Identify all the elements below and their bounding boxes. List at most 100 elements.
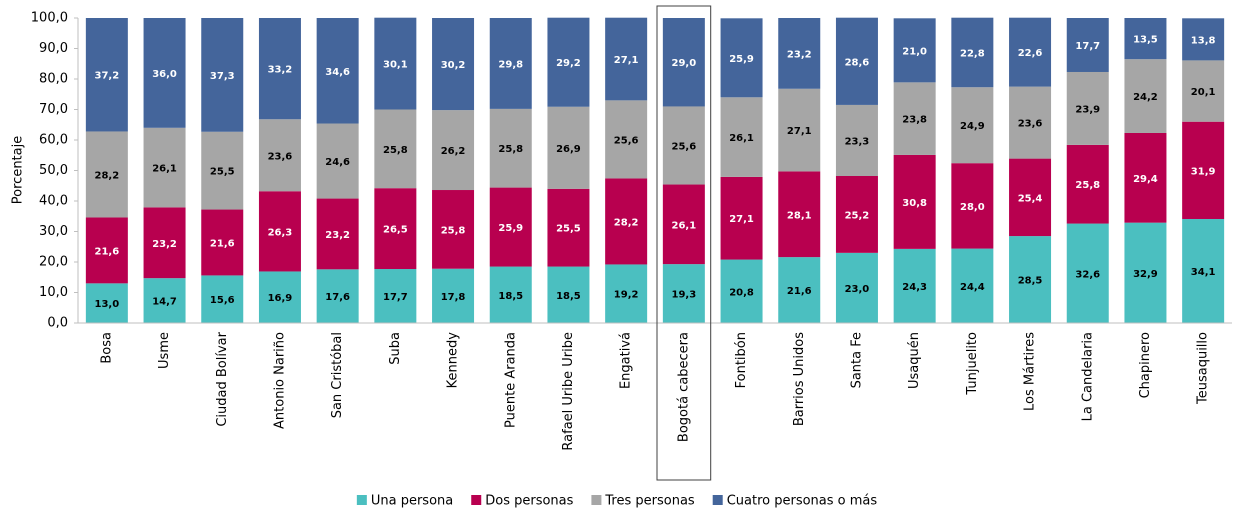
value-label: 16,9: [268, 293, 293, 304]
bar-segment: [258, 119, 301, 192]
bar-segment: [720, 18, 763, 98]
value-label: 13,8: [1191, 35, 1216, 46]
x-tick-label: Tunjuelito: [965, 332, 980, 396]
bar-segment: [605, 100, 648, 179]
value-label: 26,2: [441, 146, 466, 157]
value-label: 32,9: [1133, 269, 1158, 280]
value-label: 21,6: [787, 286, 812, 297]
y-tick-label: 10,0: [39, 285, 68, 300]
x-tick-label: Ciudad Bolívar: [215, 331, 230, 426]
y-tick-label: 70,0: [39, 102, 68, 117]
value-label: 20,8: [729, 287, 754, 298]
bar-segment: [1066, 144, 1109, 224]
bar-segment: [951, 248, 994, 323]
value-label: 22,6: [1018, 48, 1043, 59]
bar-segment: [432, 268, 475, 323]
x-tick-label: San Cristóbal: [330, 332, 345, 418]
value-label: 17,7: [383, 292, 408, 303]
value-label: 13,5: [1133, 35, 1158, 46]
value-label: 25,8: [498, 144, 523, 155]
bar-segment: [258, 18, 301, 120]
bar-segment: [258, 271, 301, 323]
bar-segment: [893, 82, 936, 155]
bar-segment: [547, 106, 590, 189]
bar-segment: [547, 188, 590, 267]
bar-segment: [547, 17, 590, 107]
value-label: 23,8: [902, 115, 927, 126]
value-label: 37,3: [210, 71, 235, 82]
x-tick-label: Suba: [388, 332, 403, 365]
bar-segment: [605, 178, 648, 265]
legend-swatch: [591, 495, 602, 505]
value-label: 19,2: [614, 290, 639, 301]
bar-segment: [85, 217, 128, 284]
bar-segment: [374, 269, 417, 323]
y-tick-label: 20,0: [39, 255, 68, 270]
value-label: 18,5: [498, 291, 523, 302]
bar-segment: [143, 207, 186, 279]
value-label: 30,1: [383, 60, 408, 71]
bar-segment: [1124, 18, 1167, 60]
x-tick-label: Bosa: [99, 332, 114, 364]
bar-segment: [720, 176, 763, 260]
x-tick-label: Los Mártires: [1023, 332, 1038, 411]
value-label: 23,6: [1018, 119, 1043, 130]
bar-segment: [1066, 18, 1109, 72]
value-label: 27,1: [787, 126, 812, 137]
bar-segment: [432, 190, 475, 269]
x-tick-label: Santa Fe: [849, 332, 864, 388]
value-label: 25,5: [556, 224, 581, 235]
bar-segment: [662, 106, 705, 185]
value-label: 28,2: [95, 170, 120, 181]
legend-label: Cuatro personas o más: [727, 494, 878, 509]
value-label: 26,1: [672, 220, 697, 231]
bar-segment: [85, 283, 128, 323]
bar-segment: [662, 264, 705, 323]
bar-segment: [893, 18, 936, 83]
value-label: 23,2: [787, 49, 812, 60]
bar-segment: [893, 154, 936, 249]
value-label: 18,5: [556, 291, 581, 302]
x-tick-label: Teusaquillo: [1196, 332, 1211, 405]
value-label: 23,2: [152, 239, 177, 250]
value-label: 22,8: [960, 48, 985, 59]
value-label: 23,0: [845, 284, 870, 295]
value-label: 28,1: [787, 210, 812, 221]
value-label: 28,0: [960, 202, 985, 213]
bar-segment: [374, 188, 417, 270]
bar-segment: [951, 17, 994, 88]
bar-segment: [720, 259, 763, 323]
value-label: 37,2: [95, 71, 120, 82]
bar-segment: [143, 127, 186, 208]
value-label: 25,9: [498, 223, 523, 234]
x-tick-label: Barrios Unidos: [792, 332, 807, 426]
bar-segment: [835, 104, 878, 176]
bar-segment: [316, 198, 359, 270]
bar-segment: [143, 278, 186, 323]
y-tick-label: 80,0: [39, 72, 68, 87]
value-label: 25,8: [1075, 180, 1100, 191]
bar-segment: [778, 171, 821, 258]
bar-segment: [432, 110, 475, 191]
value-label: 21,6: [95, 246, 120, 257]
y-tick-label: 50,0: [39, 163, 68, 178]
x-tick-label: Chapinero: [1138, 332, 1153, 398]
legend-label: Una persona: [371, 494, 453, 509]
bar-segment: [374, 109, 417, 189]
value-label: 29,4: [1133, 174, 1158, 185]
value-label: 17,6: [325, 292, 350, 303]
value-label: 25,8: [383, 145, 408, 156]
value-label: 24,4: [960, 282, 985, 293]
y-tick-label: 0,0: [47, 316, 68, 331]
bar-segment: [489, 18, 532, 109]
value-label: 13,0: [95, 299, 120, 310]
bar-segment: [1124, 59, 1167, 133]
value-label: 23,2: [325, 230, 350, 241]
legend-label: Dos personas: [485, 494, 573, 509]
bar-segment: [85, 131, 128, 218]
x-tick-label: Usaquén: [907, 332, 922, 389]
value-label: 29,0: [672, 58, 697, 69]
value-label: 26,1: [152, 164, 177, 175]
bar-segment: [1124, 132, 1167, 223]
